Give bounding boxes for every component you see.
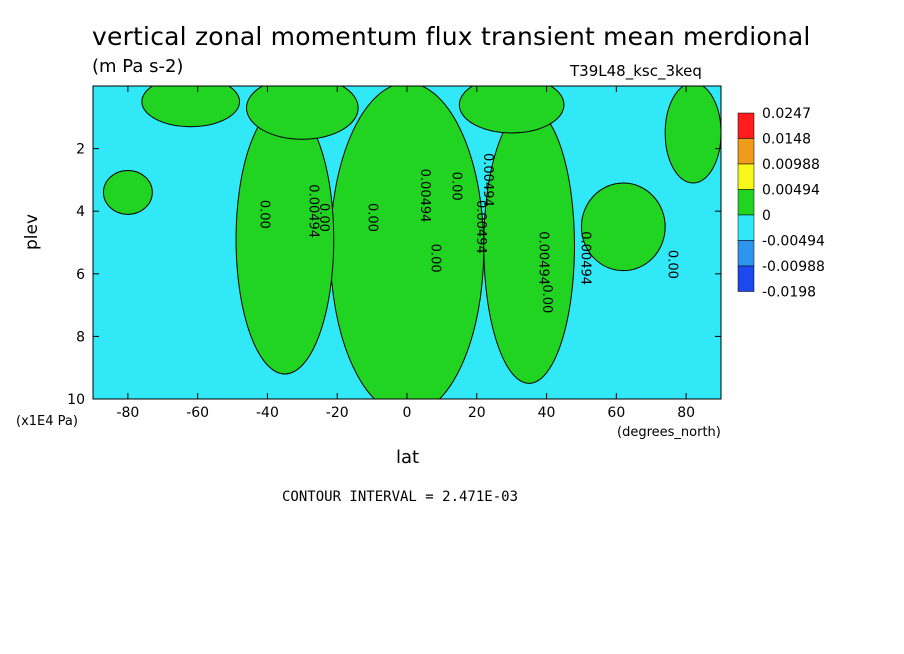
positive-region [102, 170, 153, 215]
colorbar: 0.0247 0.0148 0.00988 0.00494 0 -0.00494 -0.00… [737, 106, 825, 301]
y-tick-label: 8 [76, 329, 85, 345]
positive-region [580, 182, 666, 272]
contour-label: 0.00 [448, 172, 463, 201]
colorbar-label: 0.0247 [762, 106, 811, 122]
axes: -80 -60 -40 -20 0 20 40 60 80 2 4 6 8 10 [67, 86, 721, 421]
colorbar-swatch [737, 138, 755, 165]
contour-label: 0.00494 [417, 169, 432, 223]
x-tick-label: 20 [468, 405, 486, 421]
colorbar-label: 0.0148 [762, 132, 811, 148]
positive-region [235, 104, 335, 375]
y-tick-label: 6 [76, 267, 85, 283]
contour-label: 0.00 [427, 244, 442, 273]
colorbar-label: -0.00988 [762, 259, 825, 275]
x-tick-label: 40 [538, 405, 556, 421]
run-id: T39L48_ksc_3keq [570, 62, 702, 80]
contour-label: 0.00494 [536, 231, 551, 285]
colorbar-swatch [737, 265, 755, 292]
positive-region [141, 86, 241, 128]
y-axis-units: (x1E4 Pa) [16, 414, 78, 429]
x-tick-label: -80 [116, 405, 139, 421]
colorbar-swatch [737, 112, 755, 139]
contour-label: 0.00 [256, 200, 271, 229]
x-tick-label: 0 [403, 405, 412, 421]
contour-interval-note: CONTOUR INTERVAL = 2.471E-03 [282, 489, 519, 505]
x-tick-label: -60 [186, 405, 209, 421]
filled-contour-field [93, 86, 721, 399]
contour-label: 0.00 [365, 203, 380, 232]
colorbar-label: -0.0198 [762, 285, 816, 301]
colorbar-swatch [737, 163, 755, 190]
colorbar-swatch [737, 214, 755, 241]
x-tick-label: -20 [326, 405, 349, 421]
colorbar-label: 0 [762, 208, 771, 224]
y-tick-label: 4 [76, 204, 85, 220]
positive-region [664, 86, 721, 184]
contour-label: 0.00 [316, 203, 331, 232]
x-axis-units: (degrees_north) [617, 425, 721, 440]
positive-region [458, 86, 565, 134]
contour-label: 0.00494 [305, 184, 320, 238]
y-tick-label: 10 [67, 392, 85, 408]
contour-label: 0.00 [539, 284, 554, 313]
contour-label: 0.00 [665, 250, 680, 279]
colorbar-swatch [737, 240, 755, 267]
positive-region [483, 107, 575, 384]
x-tick-label: 80 [677, 405, 695, 421]
y-tick-label: 2 [76, 142, 85, 158]
colorbar-label: -0.00494 [762, 234, 825, 250]
positive-region [329, 86, 485, 399]
contour-label: 0.00494 [473, 200, 488, 254]
x-axis-label: lat [396, 447, 420, 468]
x-tick-label: -40 [256, 405, 279, 421]
contour-label: 0.00494 [577, 231, 592, 285]
chart-units: (m Pa s-2) [92, 56, 184, 77]
chart-title: vertical zonal momentum flux transient m… [92, 22, 811, 51]
colorbar-swatch [737, 189, 755, 216]
x-tick-label: 60 [607, 405, 625, 421]
colorbar-label: 0.00988 [762, 157, 820, 173]
colorbar-label: 0.00494 [762, 183, 820, 199]
contour-label: 0.00494 [480, 153, 495, 207]
positive-region [246, 86, 359, 140]
